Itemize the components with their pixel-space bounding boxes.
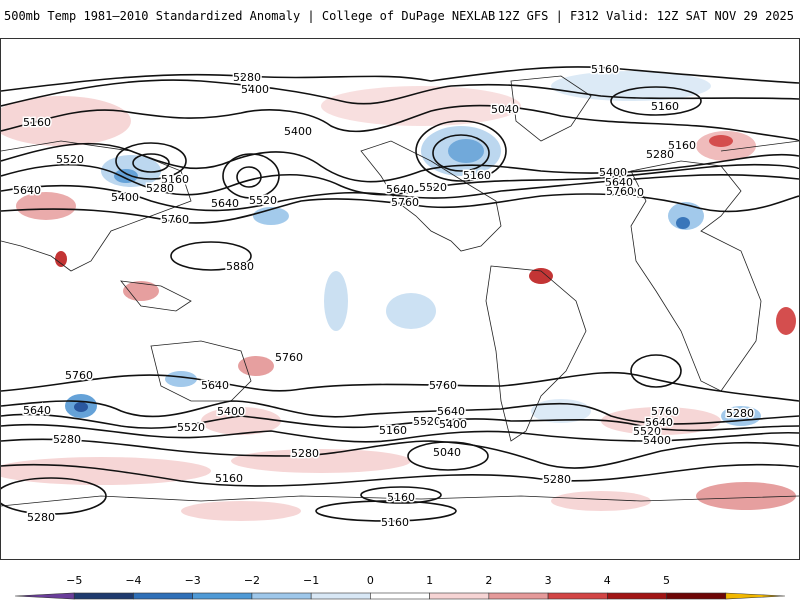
- contour-label: 5640: [645, 416, 673, 429]
- contour-label: 5400: [439, 418, 467, 431]
- contour-label: 5400: [284, 125, 312, 138]
- contour-label: 5520: [616, 186, 644, 199]
- contour-label: 5520: [633, 425, 661, 438]
- contour-label: 5400: [599, 166, 627, 179]
- coastlines: [1, 75, 799, 507]
- colorbar-tick-label: 3: [544, 574, 552, 587]
- colorbar-tick-label: 4: [603, 574, 611, 587]
- contour-label: 5760: [161, 213, 189, 226]
- contour-label: 5400: [111, 191, 139, 204]
- contour-label: 5760: [275, 351, 303, 364]
- contour-label: 5760: [391, 196, 419, 209]
- contour-label: 5640: [386, 183, 414, 196]
- colorbar-segment: [192, 592, 253, 600]
- colorbar-segment: [310, 592, 371, 600]
- colorbar-segment: [73, 592, 134, 600]
- contour-label: 5280: [53, 433, 81, 446]
- colorbar-segment: [607, 592, 667, 600]
- colorbar-tick-label: −5: [66, 574, 83, 587]
- contour-label: 5040: [491, 103, 519, 116]
- contour-label: 5640: [437, 405, 465, 418]
- contour-label: 5640: [605, 176, 633, 189]
- colorbar-tick-label: 2: [485, 574, 493, 587]
- colorbar-segment: [14, 592, 75, 600]
- colorbar-segment: [251, 592, 312, 600]
- contour-label: 5760: [429, 379, 457, 392]
- contour-label: 5880: [226, 260, 254, 273]
- contour-label: 5280: [146, 182, 174, 195]
- model-run-info: 12Z GFS | F312 Valid: 12Z SAT NOV 29 202…: [497, 9, 794, 23]
- contour-label: 5160: [668, 139, 696, 152]
- contour-label: 5280: [726, 407, 754, 420]
- contour-label: 5160: [23, 116, 51, 129]
- anomaly-map: 5280 5400 5160 5400 5520 5640 5160 5280 …: [0, 38, 800, 560]
- colorbar-tick-label: 1: [426, 574, 434, 587]
- colorbar-segment: [666, 592, 727, 600]
- anomaly-shading: [1, 71, 796, 521]
- contour-label: 5160: [381, 516, 409, 529]
- contour-label: 5280: [646, 148, 674, 161]
- contour-label: 5160: [387, 491, 415, 504]
- contour-label: 5160: [651, 100, 679, 113]
- contour-label: 5040: [433, 446, 461, 459]
- contour-label: 5640: [201, 379, 229, 392]
- contour-label: 5520: [413, 415, 441, 428]
- contour-label: 5640: [211, 197, 239, 210]
- contour-label: 5520: [177, 421, 205, 434]
- contour-label: 5280: [291, 447, 319, 460]
- colorbar-tick-label: 5: [663, 574, 671, 587]
- colorbar-segment: [370, 592, 430, 600]
- colorbar-tick-label: −3: [184, 574, 201, 587]
- height-contours: [1, 66, 799, 522]
- contour-label: 5280: [27, 511, 55, 524]
- contour-label: 5520: [419, 181, 447, 194]
- colorbar-segment: [133, 592, 193, 600]
- contour-label: 5160: [591, 63, 619, 76]
- contour-labels: 5280 5400 5160 5400 5520 5640 5160 5280 …: [12, 62, 756, 531]
- contour-label: 5160: [161, 173, 189, 186]
- contour-label: 5160: [215, 472, 243, 485]
- contour-label: 5760: [606, 185, 634, 198]
- colorbar-segment: [488, 592, 549, 600]
- contour-label: 5400: [241, 83, 269, 96]
- contour-label: 5520: [56, 153, 84, 166]
- colorbar-tick-label: 0: [366, 574, 374, 587]
- colorbar-segment: [547, 592, 608, 600]
- colorbar-segment: [725, 592, 786, 600]
- contour-label: 5760: [651, 405, 679, 418]
- contour-label: 5400: [643, 434, 671, 447]
- contour-label: 5760: [65, 369, 93, 382]
- contour-label: 5160: [379, 424, 407, 437]
- anomaly-colorbar: −5 −4 −3 −2 −1 0 1 2 3 4 5: [0, 560, 800, 600]
- colorbar-tick-label: −1: [303, 574, 320, 587]
- map-title: 500mb Temp 1981–2010 Standardized Anomal…: [4, 9, 496, 23]
- contour-label: 5520: [249, 194, 277, 207]
- contour-label: 5640: [23, 404, 51, 417]
- colorbar-tick-label: −4: [125, 574, 142, 587]
- contour-label: 5640: [13, 184, 41, 197]
- contour-label: 5400: [217, 405, 245, 418]
- colorbar-swatches: [14, 592, 786, 600]
- colorbar-segment: [429, 592, 490, 600]
- contour-label: 5160: [463, 169, 491, 182]
- contour-label: 5280: [233, 71, 261, 84]
- contour-label: 5280: [543, 473, 571, 486]
- colorbar-tick-label: −2: [243, 574, 261, 587]
